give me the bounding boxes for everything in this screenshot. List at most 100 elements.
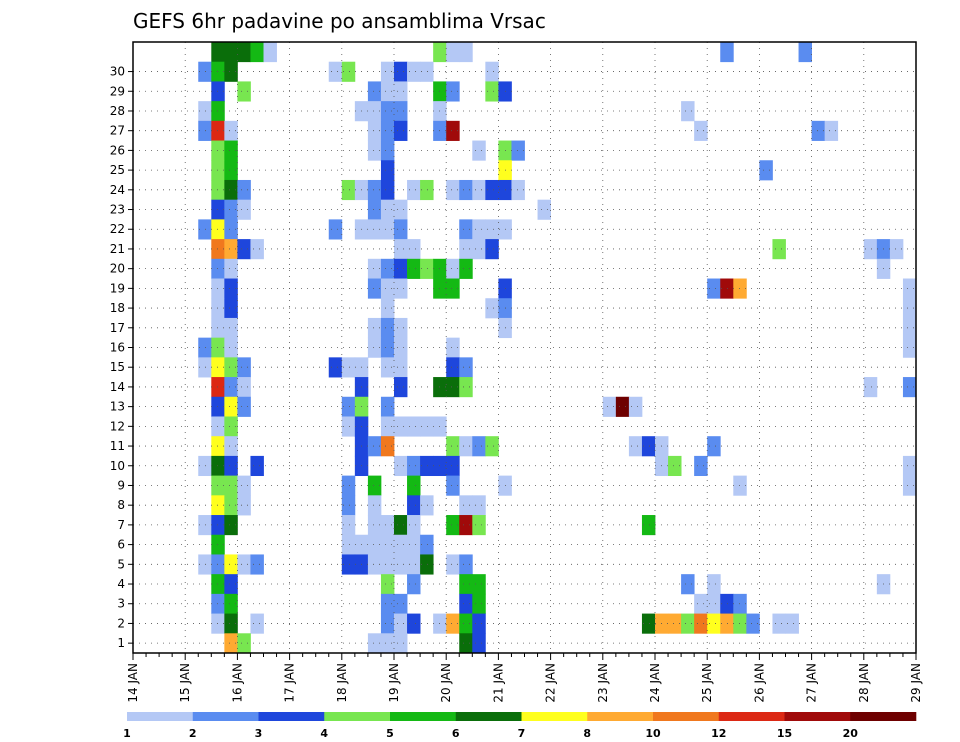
heatmap-cell <box>446 515 460 536</box>
y-tick-label: 22 <box>110 222 125 236</box>
y-tick-label: 14 <box>110 380 125 394</box>
heatmap-cell <box>380 160 395 181</box>
heatmap-cell <box>341 416 356 437</box>
heatmap-cell <box>198 455 212 477</box>
heatmap-cell <box>198 357 212 378</box>
heatmap-cell <box>211 179 225 201</box>
heatmap-cell <box>420 455 434 477</box>
heatmap-cell <box>380 613 395 634</box>
heatmap-cell <box>224 140 238 161</box>
heatmap-cell <box>341 495 356 516</box>
heatmap-cell <box>211 278 225 299</box>
heatmap-cell <box>459 574 473 595</box>
heatmap-cell <box>237 377 251 398</box>
heatmap-cell <box>407 258 421 279</box>
x-tick-label: 21 JAN <box>491 663 505 703</box>
heatmap-cell <box>394 593 408 614</box>
y-tick-label: 3 <box>117 597 125 611</box>
heatmap-cell <box>367 475 382 496</box>
heatmap-cell <box>367 534 382 555</box>
heatmap-cell <box>446 357 460 378</box>
heatmap-cell <box>394 416 408 437</box>
heatmap-cell <box>668 455 682 477</box>
heatmap-cell <box>459 219 473 240</box>
heatmap-cell <box>224 239 238 260</box>
heatmap-cell <box>237 554 251 575</box>
heatmap-cell <box>380 357 395 378</box>
heatmap-cell <box>211 120 225 141</box>
heatmap-cell <box>902 455 917 477</box>
heatmap-cell <box>237 239 251 260</box>
heatmap-cell <box>485 219 499 240</box>
heatmap-cell <box>472 613 486 634</box>
heatmap-cell <box>641 515 656 536</box>
heatmap-cell <box>459 436 473 457</box>
heatmap-cell <box>459 42 473 63</box>
heatmap-cell <box>485 61 499 82</box>
heatmap-cell <box>628 396 643 417</box>
heatmap-cell <box>380 140 395 161</box>
colorbar-label: 8 <box>583 727 591 740</box>
heatmap-cell <box>263 42 277 63</box>
heatmap-cell <box>380 554 395 575</box>
heatmap-cell <box>472 593 486 614</box>
heatmap-cell <box>772 239 786 260</box>
y-tick-label: 20 <box>110 262 125 276</box>
heatmap-cell <box>394 278 408 299</box>
heatmap-cell <box>380 219 395 240</box>
heatmap-cell <box>328 219 343 240</box>
heatmap-cell <box>472 239 486 260</box>
heatmap-cell <box>720 278 734 299</box>
y-tick-label: 16 <box>110 341 125 355</box>
heatmap-cell <box>902 317 917 339</box>
heatmap-cell <box>446 258 460 279</box>
heatmap-cell <box>459 515 473 536</box>
heatmap-cell <box>211 396 225 417</box>
heatmap-cell <box>341 396 356 417</box>
heatmap-cell <box>211 475 225 496</box>
heatmap-cell <box>341 357 356 378</box>
heatmap-cell <box>211 495 225 516</box>
heatmap-cell <box>902 475 917 496</box>
heatmap-cell <box>367 140 382 161</box>
heatmap-cell <box>224 554 238 575</box>
heatmap-cell <box>224 160 238 181</box>
y-tick-label: 26 <box>110 143 125 157</box>
heatmap-cell <box>394 81 408 102</box>
heatmap-cell <box>237 475 251 496</box>
heatmap-cell <box>211 101 225 122</box>
colorbar-swatch <box>127 712 194 721</box>
heatmap-cell <box>224 436 238 457</box>
heatmap-cell <box>380 534 395 555</box>
heatmap-cell <box>694 120 708 141</box>
heatmap-cell <box>707 593 721 614</box>
heatmap-cell <box>485 239 499 260</box>
heatmap-cell <box>211 317 225 339</box>
heatmap-cell <box>681 613 695 634</box>
heatmap-cell <box>224 357 238 378</box>
colorbar-label: 12 <box>711 727 726 740</box>
heatmap-cell <box>224 377 238 398</box>
heatmap-cell <box>407 495 421 516</box>
heatmap-cell <box>341 554 356 575</box>
heatmap-cell <box>250 554 264 575</box>
heatmap-cell <box>211 199 225 220</box>
heatmap-cell <box>367 278 382 299</box>
heatmap-cell <box>224 633 238 654</box>
heatmap-cell <box>380 199 395 220</box>
heatmap-cell <box>720 593 734 614</box>
colorbar-label: 10 <box>645 727 661 740</box>
heatmap-cell <box>707 574 721 595</box>
heatmap-cell <box>785 613 799 634</box>
heatmap-cell <box>472 515 486 536</box>
heatmap-cell <box>250 239 264 260</box>
heatmap-cell <box>380 574 395 595</box>
heatmap-cell <box>224 298 238 319</box>
heatmap-cell <box>446 81 460 102</box>
heatmap-cell <box>446 278 460 299</box>
heatmap-cell <box>211 534 225 555</box>
x-tick-label: 14 JAN <box>126 663 140 703</box>
heatmap-cell <box>367 258 382 279</box>
heatmap-cell <box>224 179 238 201</box>
heatmap-cell <box>459 613 473 634</box>
